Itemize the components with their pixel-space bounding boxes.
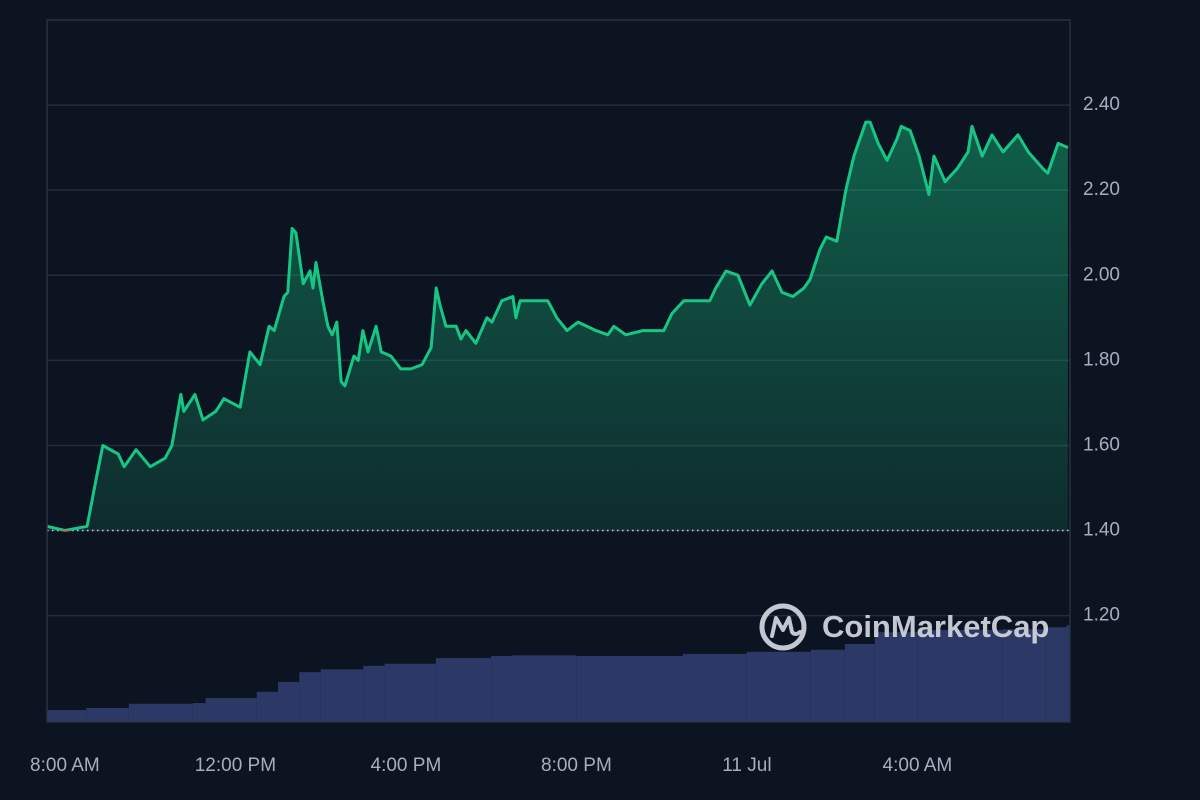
price-line-up xyxy=(46,120,1069,531)
y-tick-label: 1.20 xyxy=(1083,605,1120,626)
volume-bar xyxy=(844,644,875,722)
volume-bar xyxy=(256,691,279,722)
y-tick-label: 2.40 xyxy=(1083,94,1120,115)
x-tick-label: 4:00 AM xyxy=(883,755,953,776)
volume-bar xyxy=(1002,629,1046,722)
volume-bar xyxy=(874,632,918,722)
x-tick-label: 12:00 PM xyxy=(195,755,276,776)
x-tick-label: 11 Jul xyxy=(722,755,771,776)
axes: 1.20 1.40 1.60 1.80 2.00 2.20 2.40 8:00 AM 12:00… xyxy=(30,94,1120,776)
y-tick-label: 2.20 xyxy=(1083,179,1120,200)
volume-bar xyxy=(746,651,811,722)
volume-bar xyxy=(363,665,385,722)
volume-bar xyxy=(682,653,747,722)
x-tick-label: 8:00 AM xyxy=(30,755,100,776)
plot-frame xyxy=(46,19,1071,723)
price-area-fill xyxy=(47,122,1068,531)
volume-bar xyxy=(1045,627,1067,722)
price-area xyxy=(46,120,1070,532)
volume-bar xyxy=(810,649,845,722)
x-tick-label: 4:00 PM xyxy=(371,755,442,776)
watermark: CoinMarketCap xyxy=(759,603,1049,651)
y-tick-label: 1.60 xyxy=(1083,434,1120,455)
volume-bar xyxy=(491,656,513,722)
y-tick-label: 1.40 xyxy=(1083,520,1120,541)
volume-bar xyxy=(917,630,1003,722)
logo-mark xyxy=(770,616,802,638)
volume-bar xyxy=(576,656,683,722)
volume-bar xyxy=(278,681,300,722)
y-tick-label: 1.80 xyxy=(1083,349,1120,370)
y-tick-label: 2.00 xyxy=(1083,264,1120,285)
logo-ring xyxy=(759,603,807,651)
volume-bar xyxy=(299,672,321,722)
volume-bar xyxy=(512,655,577,722)
volume-bar xyxy=(320,669,364,722)
volume-bar xyxy=(1066,625,1070,722)
volume-bar xyxy=(435,658,492,722)
volume-bar xyxy=(128,703,193,722)
volume-bar xyxy=(47,710,87,722)
volume-bar xyxy=(384,663,436,722)
x-tick-label: 8:00 PM xyxy=(541,755,612,776)
volume-bar xyxy=(205,698,257,722)
volume-bar xyxy=(86,707,129,722)
volume-bar xyxy=(192,703,206,722)
watermark-text: CoinMarketCap xyxy=(822,609,1049,644)
volume-bars xyxy=(47,625,1070,722)
